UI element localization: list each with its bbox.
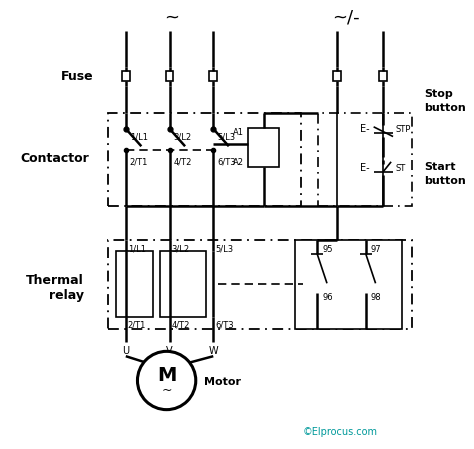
Text: Fuse: Fuse [61,70,94,83]
Text: 1/L1: 1/L1 [130,132,148,141]
Text: E-: E- [360,163,370,173]
Text: 6/T3: 6/T3 [217,157,236,166]
Text: 2/T1: 2/T1 [128,321,146,330]
Text: 6/T3: 6/T3 [215,321,234,330]
Bar [160,251,207,317]
Text: A1: A1 [233,128,245,137]
Bar [295,240,402,329]
Text: 2/T1: 2/T1 [130,157,148,166]
Text: Stop: Stop [424,89,453,99]
Bar [165,71,173,81]
Text: 5/L3: 5/L3 [215,245,233,254]
Text: 97: 97 [371,245,382,254]
Text: STP: STP [395,125,410,134]
Text: ~/-: ~/- [333,9,360,27]
Text: button: button [424,103,466,113]
Text: 4/T2: 4/T2 [173,157,192,166]
Text: Motor: Motor [203,378,240,387]
Text: 5/L3: 5/L3 [217,132,235,141]
Text: 1/L1: 1/L1 [128,245,146,254]
Text: 95: 95 [322,245,333,254]
Text: Thermal: Thermal [26,274,84,287]
Text: ©Elprocus.com: ©Elprocus.com [303,427,378,437]
Text: V: V [166,346,173,357]
Text: U: U [122,346,129,357]
Text: 96: 96 [322,293,333,302]
Text: ~: ~ [161,384,172,397]
Bar [116,251,153,317]
Text: A2: A2 [233,158,245,167]
Text: E-: E- [360,124,370,134]
Text: 3/L2: 3/L2 [173,132,191,141]
Text: 4/T2: 4/T2 [172,321,190,330]
Text: ~: ~ [164,9,179,27]
Text: button: button [424,176,466,186]
Bar [122,71,130,81]
Text: ST: ST [395,164,405,173]
Text: 98: 98 [371,293,382,302]
Bar [248,128,279,167]
Bar [108,113,301,206]
Text: W: W [209,346,218,357]
Text: 3/L2: 3/L2 [172,245,190,254]
Bar [333,71,341,81]
Text: Start: Start [424,162,456,172]
Bar [318,113,411,206]
Bar [108,240,411,329]
Bar [210,71,217,81]
Circle shape [137,351,196,409]
Text: Contactor: Contactor [20,152,89,165]
Text: M: M [157,366,176,385]
Text: relay: relay [49,290,84,303]
Bar [380,71,387,81]
